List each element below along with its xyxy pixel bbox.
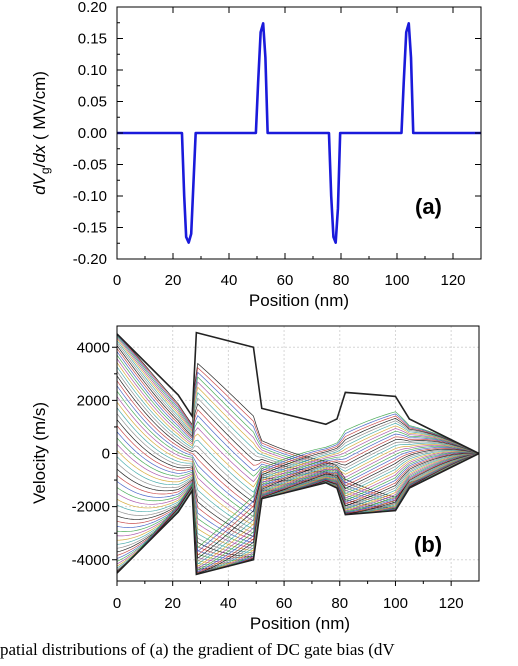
panel-b-velocity-curve	[116, 420, 480, 571]
panel-a-gradient-line	[117, 22, 481, 244]
panel-b-x-axis-label: Position (nm)	[250, 614, 350, 633]
panel-b-velocity-curve	[116, 425, 480, 541]
panel-a-y-tick-label: 0.05	[78, 94, 107, 111]
panel-b-x-tick-label: 0	[113, 595, 121, 612]
panel-b-velocity-curve	[116, 413, 480, 573]
panel-b-velocity-curve	[116, 450, 480, 566]
panel-b-velocity-curve	[116, 415, 480, 573]
panel-b-velocity-curve	[116, 452, 480, 560]
panel-b-envelope-upper	[116, 331, 480, 455]
panel-a-x-tick-label: 20	[165, 272, 182, 289]
panel-b-velocity-chart: 0 20 40 60 80 100 120 4000 2000 0 -2000 -4000 Posit…	[30, 325, 480, 633]
panel-a-y-tick-label: 0.15	[78, 31, 107, 48]
panel-a-y-tick-label: -0.10	[73, 188, 107, 205]
panel-b-velocity-curve	[116, 422, 480, 569]
panel-b-velocity-curve	[116, 411, 480, 574]
figure-caption: patial distributions of (a) the gradient…	[0, 640, 395, 659]
panel-b-x-tick-label: 20	[164, 595, 181, 612]
panel-b-envelope-lower	[116, 452, 480, 576]
panel-b-velocity-curve	[116, 450, 480, 565]
panel-a-gradient-chart: 0 20 40 60 80 100 120 0.20 0.15 0.10 0.05 0.00 -0.05…	[30, 0, 482, 310]
panel-b-y-tick-label: 4000	[77, 339, 110, 356]
panel-a-x-tick-label: 100	[384, 272, 409, 289]
panel-b-label-background	[410, 528, 458, 558]
panel-a-y-tick-label: 0.10	[78, 62, 107, 79]
panel-a-y-tick-label: -0.20	[73, 251, 107, 268]
panel-a-y-tick-label: -0.05	[73, 157, 107, 174]
panel-b-x-tick-label: 40	[220, 595, 237, 612]
panel-b-x-tick-label: 120	[439, 595, 464, 612]
panel-a-x-tick-label: 80	[333, 272, 350, 289]
panel-b-x-tick-label: 100	[383, 595, 408, 612]
panel-b-velocity-curve	[116, 417, 480, 572]
panel-b-y-tick-label: -4000	[72, 552, 110, 569]
panel-b-ticks: 0 20 40 60 80 100 120 4000 2000 0 -2000 -4000	[72, 339, 464, 612]
panel-b-x-tick-label: 80	[331, 595, 348, 612]
panel-b-y-tick-label: 2000	[77, 392, 110, 409]
panel-a-y-axis-label: dVg/dx ( MV/cm)	[30, 71, 52, 195]
panel-b-y-tick-label: 0	[102, 446, 110, 463]
panel-a-label: (a)	[415, 194, 442, 219]
panel-a-y-tick-label: 0.00	[78, 125, 107, 142]
panel-a-x-tick-label: 0	[113, 272, 121, 289]
panel-a-series	[117, 22, 481, 244]
panel-a-ticks: 0 20 40 60 80 100 120 0.20 0.15 0.10 0.05 0.00 -0.05…	[73, 0, 481, 289]
panel-b-x-tick-label: 60	[276, 595, 293, 612]
panel-b-label: (b)	[414, 532, 442, 557]
panel-a-x-tick-label: 40	[221, 272, 238, 289]
panel-a-x-axis-label: Position (nm)	[249, 291, 349, 310]
panel-b-y-tick-label: -2000	[72, 499, 110, 516]
panel-a-y-tick-label: -0.15	[73, 220, 107, 237]
panel-b-y-axis-label: Velocity (m/s)	[30, 402, 49, 504]
panel-b-series	[116, 331, 480, 576]
panel-a-x-tick-label: 60	[277, 272, 294, 289]
panel-b-velocity-curve	[116, 451, 480, 562]
panel-a-y-tick-label: 0.20	[78, 0, 107, 16]
panel-b-velocity-curve	[116, 449, 480, 568]
panel-a-x-tick-label: 120	[440, 272, 465, 289]
panel-b-velocity-curve	[116, 451, 480, 563]
